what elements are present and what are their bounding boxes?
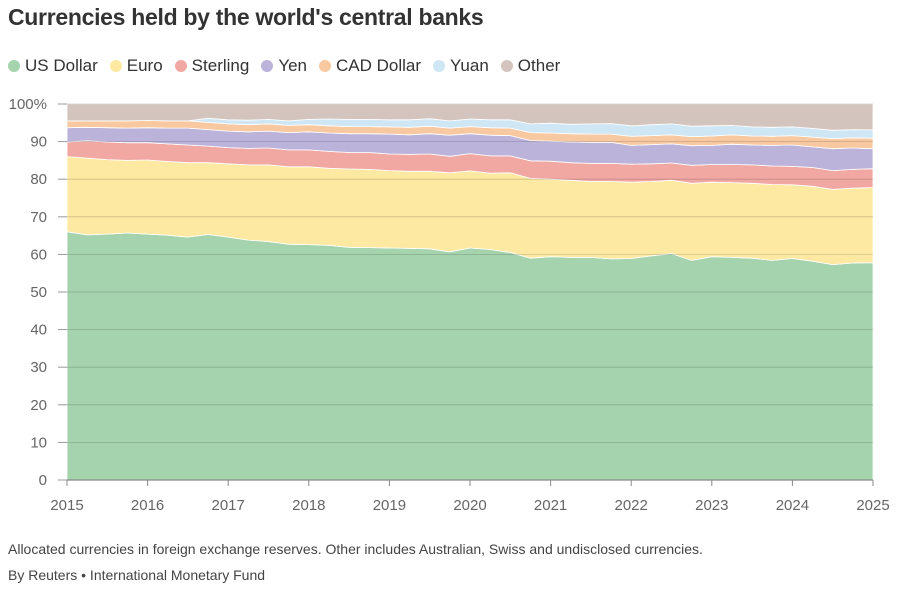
x-tick-label: 2020 [453, 497, 486, 514]
y-tick-label: 70 [30, 209, 47, 226]
gridlines [67, 103, 873, 481]
legend-swatch [8, 60, 20, 72]
legend-label: Euro [126, 56, 163, 75]
stacked-area-chart: 0 10 20 30 40 50 60 70 80 90 100% 2015 2016 2017 2018… [9, 96, 890, 514]
series-areas [66, 103, 874, 481]
legend-swatch [433, 60, 446, 72]
y-tick-label: 90 [30, 134, 47, 151]
x-tick-label: 2024 [776, 497, 809, 514]
x-tick-label: 2017 [212, 497, 245, 514]
legend-label: Yen [278, 56, 307, 75]
y-tick-label: 40 [30, 322, 47, 339]
y-tick-label: 10 [30, 434, 47, 451]
legend-item-us-dollar: US Dollar [8, 56, 98, 76]
x-axis: 2015 2016 2017 2018 2019 2020 2021 2022 2023 2024… [50, 480, 890, 514]
legend-item-yuan: Yuan [433, 56, 489, 76]
legend-label: Sterling [191, 56, 250, 75]
legend-label: US Dollar [25, 56, 98, 75]
y-tick-label: 100% [9, 96, 47, 113]
legend-item-euro: Euro [109, 56, 163, 76]
x-tick-label: 2023 [695, 497, 728, 514]
x-tick-label: 2019 [373, 497, 406, 514]
legend-label: Other [517, 56, 561, 75]
chart-source: By Reuters • International Monetary Fund [8, 567, 266, 583]
y-tick-label: 60 [30, 246, 47, 263]
legend-item-sterling: Sterling [174, 56, 250, 76]
y-tick-label: 20 [30, 397, 47, 414]
x-tick-label: 2018 [292, 497, 325, 514]
legend-swatch [174, 60, 187, 72]
legend-swatch [500, 60, 513, 72]
x-tick-label: 2022 [615, 497, 648, 514]
legend: US Dollar Euro Sterling Yen CAD Dollar Yuan Ot… [8, 56, 572, 76]
legend-item-cad-dollar: CAD Dollar [319, 56, 421, 76]
y-tick-label: 0 [39, 472, 47, 489]
x-tick-label: 2021 [534, 497, 567, 514]
legend-label: Yuan [450, 56, 489, 75]
legend-item-other: Other [500, 56, 561, 76]
chart-note: Allocated currencies in foreign exchange… [8, 541, 703, 557]
y-tick-label: 80 [30, 171, 47, 188]
legend-label: CAD Dollar [336, 56, 422, 75]
area-other [66, 103, 874, 131]
x-tick-label: 2016 [131, 497, 164, 514]
chart-title: Currencies held by the world's central b… [8, 4, 484, 30]
legend-swatch [319, 60, 331, 72]
legend-item-yen: Yen [261, 56, 307, 76]
x-tick-label: 2025 [856, 497, 889, 514]
y-tick-label: 50 [30, 284, 47, 301]
legend-swatch [109, 60, 122, 72]
legend-swatch [261, 60, 274, 72]
y-tick-label: 30 [30, 359, 47, 376]
y-axis: 0 10 20 30 40 50 60 70 80 90 100% [9, 96, 67, 489]
x-tick-label: 2015 [50, 497, 83, 514]
